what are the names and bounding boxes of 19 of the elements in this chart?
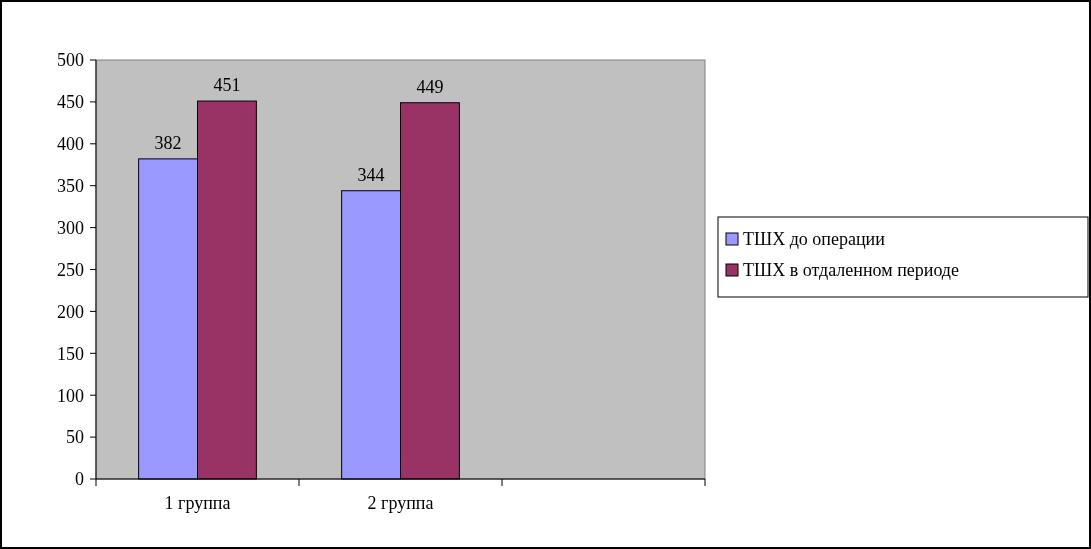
y-tick-label: 450 (57, 92, 84, 113)
data-label: 449 (416, 76, 444, 97)
data-label: 344 (357, 164, 385, 185)
x-tick-label: 1 группа (164, 493, 231, 513)
data-label: 451 (213, 75, 241, 96)
legend-label: ТШХ в отдаленном периоде (743, 260, 960, 281)
y-tick-label: 150 (57, 343, 84, 364)
y-tick-label: 50 (66, 427, 84, 448)
y-tick-label: 0 (75, 469, 84, 490)
y-tick-label: 300 (57, 217, 84, 238)
y-tick-label: 500 (57, 50, 84, 71)
y-tick-label: 350 (57, 176, 84, 196)
y-tick-label: 100 (57, 385, 84, 406)
data-label: 382 (154, 132, 182, 153)
y-tick-label: 400 (57, 134, 84, 155)
x-tick-label: 2 группа (367, 493, 434, 513)
y-tick-label: 200 (57, 301, 84, 322)
legend-label: ТШХ до операции (743, 229, 886, 250)
y-tick-label: 250 (57, 259, 84, 280)
